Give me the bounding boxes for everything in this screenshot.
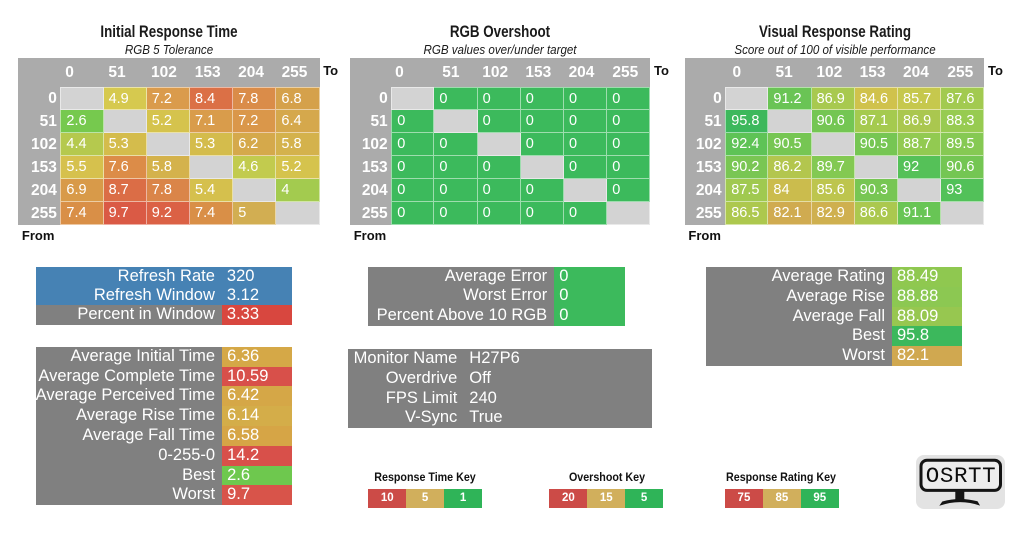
svg-text:OSRTT: OSRTT [926,463,997,489]
